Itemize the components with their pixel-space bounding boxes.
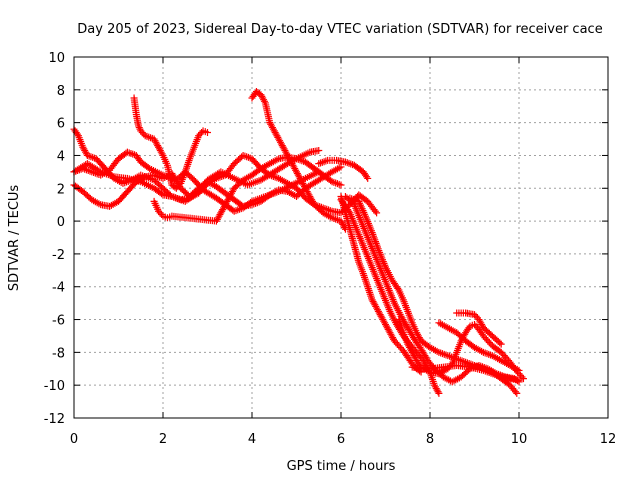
y-tick-label: 6 xyxy=(57,117,65,132)
data-point xyxy=(172,184,180,192)
y-tick-label: -6 xyxy=(52,314,65,329)
data-point xyxy=(158,190,166,198)
y-tick-label: 0 xyxy=(57,215,65,230)
x-tick-label: 10 xyxy=(511,432,528,447)
data-point xyxy=(394,284,402,292)
data-point xyxy=(195,132,203,140)
data-point xyxy=(472,312,480,320)
data-point xyxy=(513,389,521,397)
data-point xyxy=(315,147,323,155)
data-point xyxy=(471,311,478,319)
y-tick-label: 8 xyxy=(57,84,65,99)
data-point xyxy=(500,352,508,360)
data-point xyxy=(155,207,163,215)
data-point xyxy=(515,376,523,384)
data-point xyxy=(479,332,487,340)
data-points xyxy=(70,87,527,397)
data-point xyxy=(337,163,345,171)
data-point xyxy=(515,366,523,374)
data-point xyxy=(518,373,526,381)
data-point xyxy=(175,181,183,189)
y-tick-label: -4 xyxy=(52,281,65,296)
data-point xyxy=(497,340,505,348)
y-tick-label: 2 xyxy=(57,182,65,197)
data-point xyxy=(392,339,400,347)
y-tick-label: -10 xyxy=(44,379,65,394)
data-point xyxy=(138,128,146,136)
axis-ticks xyxy=(73,56,609,419)
series-track-6 xyxy=(150,153,345,225)
series-track-5 xyxy=(130,94,211,192)
data-point xyxy=(511,388,519,396)
series-track-4 xyxy=(70,151,381,217)
x-tick-label: 0 xyxy=(70,432,78,447)
data-point xyxy=(393,340,401,348)
data-point xyxy=(337,181,345,189)
y-tick-labels: -12 -10 -8 -6 -4 -2 0 2 4 6 8 10 xyxy=(44,51,65,427)
data-point xyxy=(434,388,442,396)
data-point xyxy=(158,211,166,219)
data-point xyxy=(373,209,381,217)
data-point xyxy=(156,209,164,217)
x-axis-label: GPS time / hours xyxy=(287,459,396,474)
y-tick-label: -12 xyxy=(44,412,65,427)
series-track-16 xyxy=(408,361,523,384)
series-track-7 xyxy=(248,87,349,233)
data-point xyxy=(204,128,211,136)
x-tick-labels: 0 2 4 6 8 10 12 xyxy=(70,432,616,447)
data-point xyxy=(196,130,204,138)
data-point xyxy=(260,97,268,105)
data-point xyxy=(497,348,505,356)
data-point xyxy=(174,183,182,191)
data-point xyxy=(95,167,103,175)
data-point xyxy=(135,124,143,132)
data-point xyxy=(482,335,490,343)
data-point xyxy=(496,339,504,347)
data-point xyxy=(516,371,524,379)
data-point xyxy=(73,130,81,138)
series-track-8 xyxy=(315,156,372,182)
chart-title: Day 205 of 2023, Sidereal Day-to-day VTE… xyxy=(77,22,602,37)
x-tick-label: 6 xyxy=(337,432,345,447)
data-point xyxy=(135,122,143,130)
x-tick-label: 8 xyxy=(426,432,434,447)
y-tick-label: 10 xyxy=(48,51,65,66)
x-tick-label: 12 xyxy=(600,432,617,447)
data-point xyxy=(519,375,527,383)
y-axis-label: SDTVAR / TECUs xyxy=(7,185,22,292)
series-track-14 xyxy=(435,319,523,374)
data-point xyxy=(471,320,478,328)
y-tick-label: -8 xyxy=(52,346,65,361)
x-tick-label: 4 xyxy=(248,432,256,447)
data-point xyxy=(435,389,443,397)
data-point xyxy=(499,350,507,358)
data-point xyxy=(158,150,166,158)
data-point xyxy=(364,174,372,182)
data-point xyxy=(484,337,492,345)
data-point xyxy=(198,128,206,136)
data-point xyxy=(472,322,480,330)
x-tick-label: 2 xyxy=(159,432,167,447)
data-point xyxy=(395,342,403,350)
data-point xyxy=(481,334,489,342)
data-point xyxy=(502,353,510,361)
data-point xyxy=(396,343,404,351)
series-track-15 xyxy=(453,309,505,348)
data-point xyxy=(390,337,398,345)
data-point xyxy=(371,207,379,215)
y-tick-label: 4 xyxy=(57,149,65,164)
data-point xyxy=(363,173,371,181)
data-point xyxy=(485,339,493,347)
data-point xyxy=(137,127,145,135)
y-tick-label: -2 xyxy=(52,248,65,263)
